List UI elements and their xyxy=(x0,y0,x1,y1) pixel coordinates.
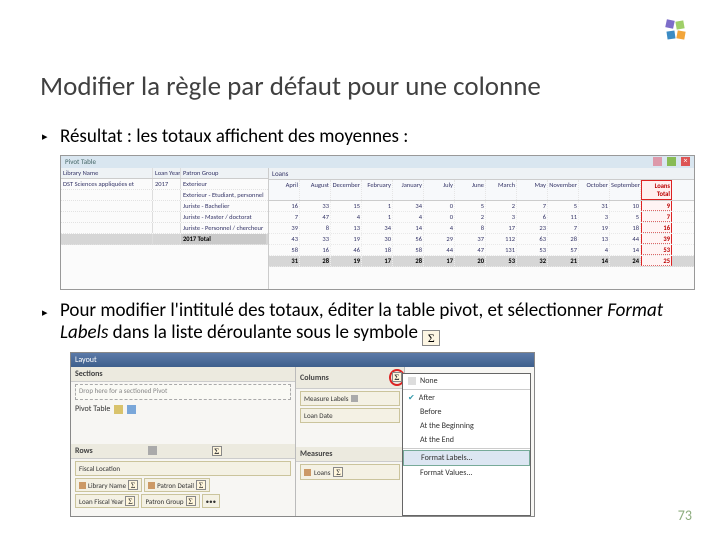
pivot-data-row: 1633151340527531109 xyxy=(269,201,694,212)
pivot-data-row: 58164618584447131535741453 xyxy=(269,245,694,256)
rows-options-icon[interactable] xyxy=(148,446,157,455)
pivot-data-row: 3981334144817237191816 xyxy=(269,223,694,234)
row-field-chip[interactable]: Patron GroupΣ xyxy=(141,494,199,508)
hdr-group: Patron Group xyxy=(181,168,266,178)
measure-chip[interactable]: Loans Σ xyxy=(300,464,400,480)
copy-icon[interactable] xyxy=(653,157,662,166)
close-icon[interactable]: × xyxy=(681,157,690,166)
menu-end[interactable]: At the End xyxy=(403,433,530,447)
month-col-header: December xyxy=(331,180,362,200)
pivot-result-screenshot: Pivot Table × Library Name Loan Year Pat… xyxy=(60,155,695,290)
month-col-header: March xyxy=(486,180,517,200)
pivot-data-row: 747414023611357 xyxy=(269,212,694,223)
brand-logo xyxy=(664,18,688,47)
pivot-table-label: Pivot Table xyxy=(71,402,295,416)
menu-format-values[interactable]: Format Values... xyxy=(403,466,530,480)
page-title: Modifier la règle par défaut pour une co… xyxy=(40,70,541,103)
drop-zone[interactable]: Drop here for a sectioned Pivot xyxy=(75,384,291,400)
sigma-icon[interactable]: Σ xyxy=(333,467,343,477)
month-col-header: August xyxy=(300,180,331,200)
row-chip[interactable]: Patron DetailΣ xyxy=(144,478,210,492)
sigma-icon: Σ xyxy=(125,496,135,506)
col-date-chip[interactable]: Loan Date xyxy=(300,408,400,423)
sigma-dropdown-menu: None ✔After Before At the Beginning At t… xyxy=(402,373,531,516)
menu-after[interactable]: ✔After xyxy=(403,391,530,405)
month-col-header: June xyxy=(455,180,486,200)
pivot-data-row: 31281917281720533221142425 xyxy=(269,256,694,267)
hdr-year: Loan Year xyxy=(153,168,181,178)
month-col-header: January xyxy=(393,180,424,200)
menu-none[interactable]: None xyxy=(403,374,530,388)
loans-header: Loans xyxy=(269,168,694,180)
month-col-header: May xyxy=(517,180,548,200)
sections-label: Sections xyxy=(71,367,295,382)
page-number: 73 xyxy=(678,507,692,524)
pivot-title: Pivot Table xyxy=(65,157,96,166)
pivot-layout-editor: Layout Sections Drop here for a sectione… xyxy=(70,352,535,517)
month-col-header: November xyxy=(548,180,579,200)
month-col-header: October xyxy=(579,180,610,200)
row-chip[interactable]: Fiscal Location xyxy=(75,461,291,476)
menu-format-labels[interactable]: Format Labels... xyxy=(403,450,530,466)
month-col-header: February xyxy=(362,180,393,200)
month-col-header: September xyxy=(610,180,641,200)
menu-before[interactable]: Before xyxy=(403,405,530,419)
month-col-header: July xyxy=(424,180,455,200)
pivot-title-bar: Pivot Table × xyxy=(61,156,694,168)
menu-beginning[interactable]: At the Beginning xyxy=(403,419,530,433)
bullet-marker: ▸ xyxy=(42,306,48,319)
measures-label: Measures xyxy=(296,447,404,462)
month-col-header: April xyxy=(269,180,300,200)
row-field-chip[interactable]: Loan Fiscal YearΣ xyxy=(75,494,139,508)
pivot-data-area: Loans AprilAugustDecemberFebruaryJanuary… xyxy=(269,168,694,290)
hdr-library: Library Name xyxy=(61,168,153,178)
sigma-icon: Σ xyxy=(422,330,440,346)
sigma-icon: Σ xyxy=(186,496,196,506)
month-col-header: Loans Total xyxy=(641,180,672,200)
bullet1-text: Résultat : les totaux affichent des moye… xyxy=(60,125,408,148)
sigma-icon: Σ xyxy=(128,480,138,490)
row-chip[interactable]: Library NameΣ xyxy=(75,478,142,492)
columns-label: Columns xyxy=(300,373,329,383)
pivot-row-headers: Library Name Loan Year Patron Group DST … xyxy=(61,168,269,290)
sigma-icon: Σ xyxy=(196,480,206,490)
rows-label: Rows xyxy=(75,446,93,456)
table-icon[interactable] xyxy=(114,405,123,414)
year-total-label: 2017 Total xyxy=(181,234,266,244)
columns-sigma-icon[interactable]: Σ xyxy=(392,372,402,382)
measure-labels-chip[interactable]: Measure Labels xyxy=(300,391,400,406)
edit-icon[interactable] xyxy=(667,157,676,166)
row-field-chip[interactable]: ••• xyxy=(202,494,220,508)
layout-header: Layout xyxy=(71,353,534,367)
bullet2-text: Pour modifier l'intitulé des totaux, édi… xyxy=(60,300,670,344)
rows-sigma-icon[interactable]: Σ xyxy=(212,446,222,456)
pivot-data-row: 433319305629371126328134439 xyxy=(269,234,694,245)
chart-icon[interactable] xyxy=(127,405,136,414)
options-icon[interactable] xyxy=(351,395,358,402)
bullet-marker: ▸ xyxy=(42,130,48,143)
